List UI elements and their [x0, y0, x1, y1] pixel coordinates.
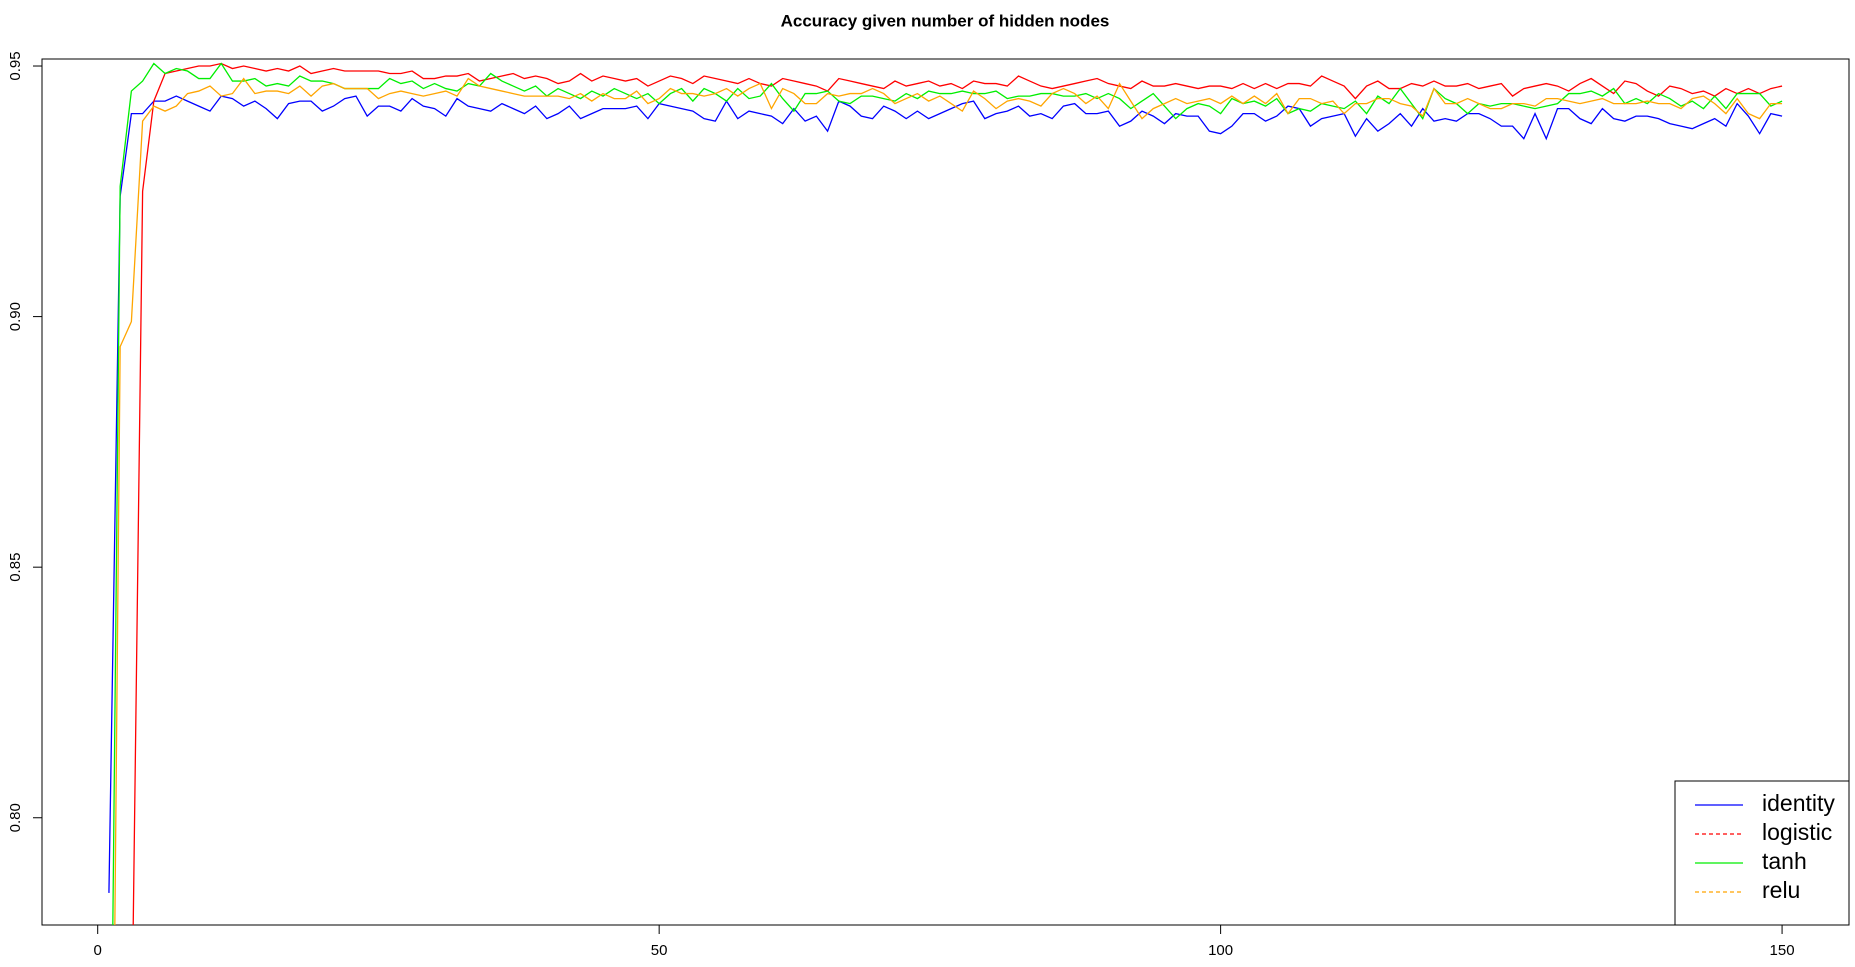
series-line	[132, 62, 1783, 925]
series-line	[114, 77, 1783, 925]
y-tick-label: 0.85	[7, 553, 24, 582]
plot-area	[108, 62, 1783, 925]
legend-box	[1674, 780, 1850, 926]
y-tick-label: 0.80	[7, 803, 24, 832]
legend-label: logistic	[1762, 819, 1832, 845]
x-tick-label: 100	[1208, 942, 1233, 959]
y-tick-label: 0.95	[7, 51, 24, 80]
x-tick-label: 150	[1770, 942, 1795, 959]
x-tick-label: 50	[651, 942, 668, 959]
x-tick-label: 0	[94, 942, 102, 959]
y-tick-label: 0.90	[7, 302, 24, 331]
legend-label: identity	[1762, 790, 1835, 816]
chart-title: Accuracy given number of hidden nodes	[781, 11, 1110, 30]
legend-label: tanh	[1762, 848, 1807, 874]
series-line	[108, 95, 1783, 893]
legend-label: relu	[1762, 877, 1800, 903]
plot-frame	[41, 58, 1850, 926]
series-line	[112, 62, 1783, 925]
